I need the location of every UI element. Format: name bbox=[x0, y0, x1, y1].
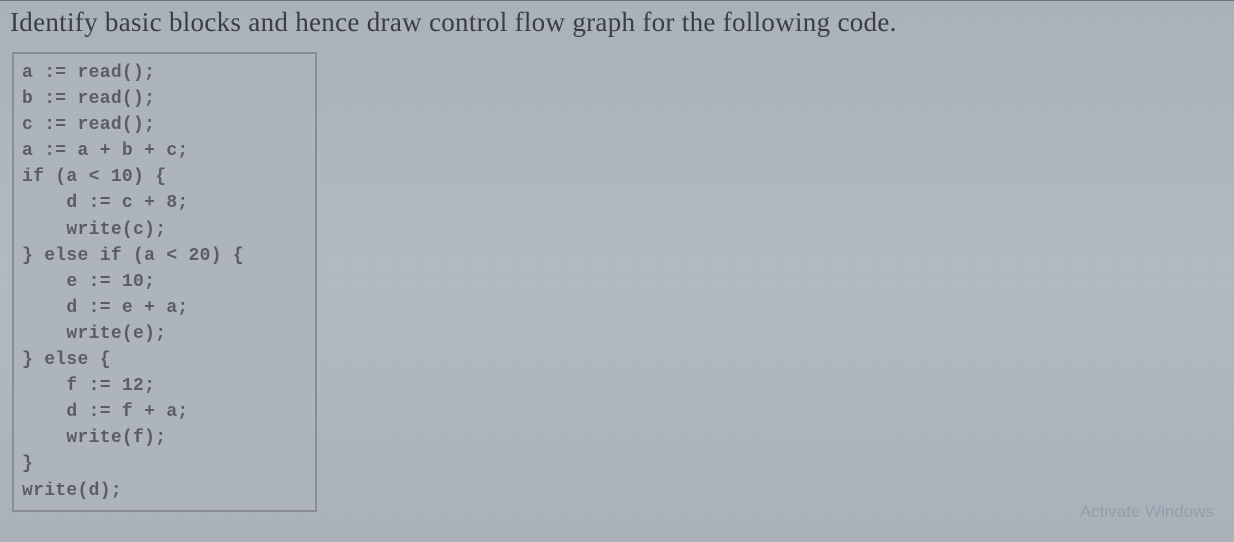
code-line: if (a < 10) { bbox=[22, 164, 307, 190]
code-line: b := read(); bbox=[22, 86, 307, 112]
code-line: write(c); bbox=[22, 217, 307, 243]
watermark-text: Activate Windows bbox=[1080, 502, 1214, 522]
code-line: write(e); bbox=[22, 321, 307, 347]
code-line: write(d); bbox=[22, 478, 307, 504]
code-line: d := c + 8; bbox=[22, 190, 307, 216]
code-line: f := 12; bbox=[22, 373, 307, 399]
code-line: d := f + a; bbox=[22, 399, 307, 425]
code-line: e := 10; bbox=[22, 269, 307, 295]
question-text: Identify basic blocks and hence draw con… bbox=[0, 1, 1234, 48]
code-line: a := read(); bbox=[22, 60, 307, 86]
code-line: a := a + b + c; bbox=[22, 138, 307, 164]
code-line: } bbox=[22, 451, 307, 477]
code-line: write(f); bbox=[22, 425, 307, 451]
code-line: d := e + a; bbox=[22, 295, 307, 321]
code-line: } else { bbox=[22, 347, 307, 373]
code-line: c := read(); bbox=[22, 112, 307, 138]
code-box: a := read(); b := read(); c := read(); a… bbox=[12, 52, 317, 512]
code-line: } else if (a < 20) { bbox=[22, 243, 307, 269]
